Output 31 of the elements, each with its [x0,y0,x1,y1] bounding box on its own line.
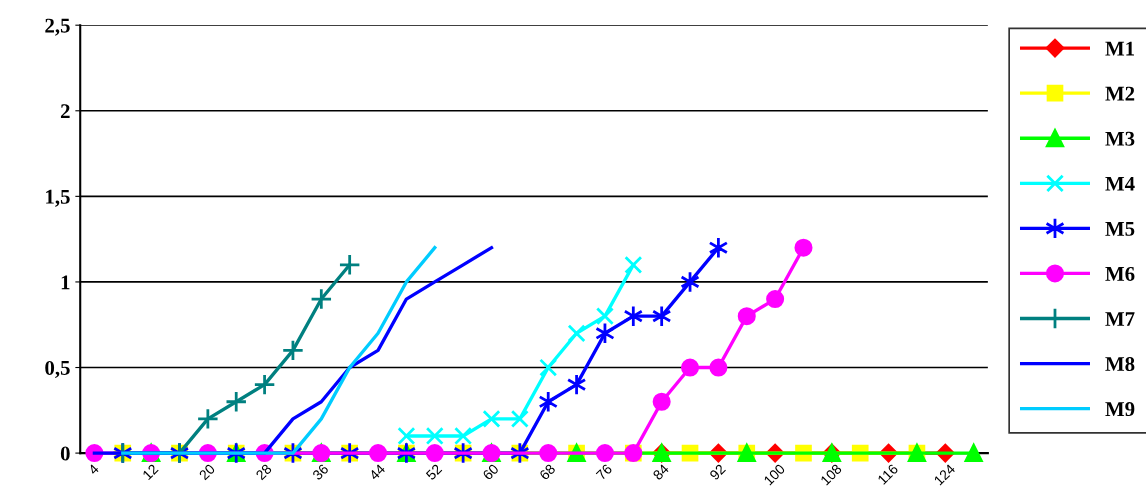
x-tick-label: 92 [709,463,726,481]
y-tick-label: 2 [60,104,70,119]
x-tick-label: 60 [482,463,500,481]
legend-label: M8 [1105,356,1135,372]
x-tick-label: 12 [142,463,159,481]
legend-label: M3 [1105,131,1135,146]
x-tick-label: 20 [198,463,216,481]
legend-label: M5 [1105,222,1135,236]
legend-label: M1 [1105,41,1134,56]
legend-label: M6 [1105,266,1135,281]
x-tick-label: 100 [763,463,786,486]
x-tick-label: 44 [368,463,386,481]
legend-label: M2 [1105,86,1135,101]
y-tick-label: 1 [61,275,70,290]
y-tick-label: 0 [60,446,70,461]
x-tick-label: 84 [652,463,670,481]
legend-label: M7 [1105,312,1135,326]
legend-label: M9 [1105,402,1135,417]
y-tick-label: 1,5 [46,189,70,207]
x-tick-label: 52 [425,463,443,481]
x-tick-label: 124 [933,463,956,486]
y-tick-label: 2,5 [45,18,70,36]
x-tick-label: 36 [311,463,329,481]
x-tick-label: 28 [255,463,273,481]
x-tick-label: 108 [820,463,843,486]
x-tick-label: 68 [538,463,556,481]
legend-label: M4 [1105,176,1135,191]
x-tick-label: 116 [877,463,899,485]
y-tick-label: 0,5 [45,360,70,378]
x-tick-label: 4 [87,463,100,476]
x-tick-label: 76 [595,463,613,481]
